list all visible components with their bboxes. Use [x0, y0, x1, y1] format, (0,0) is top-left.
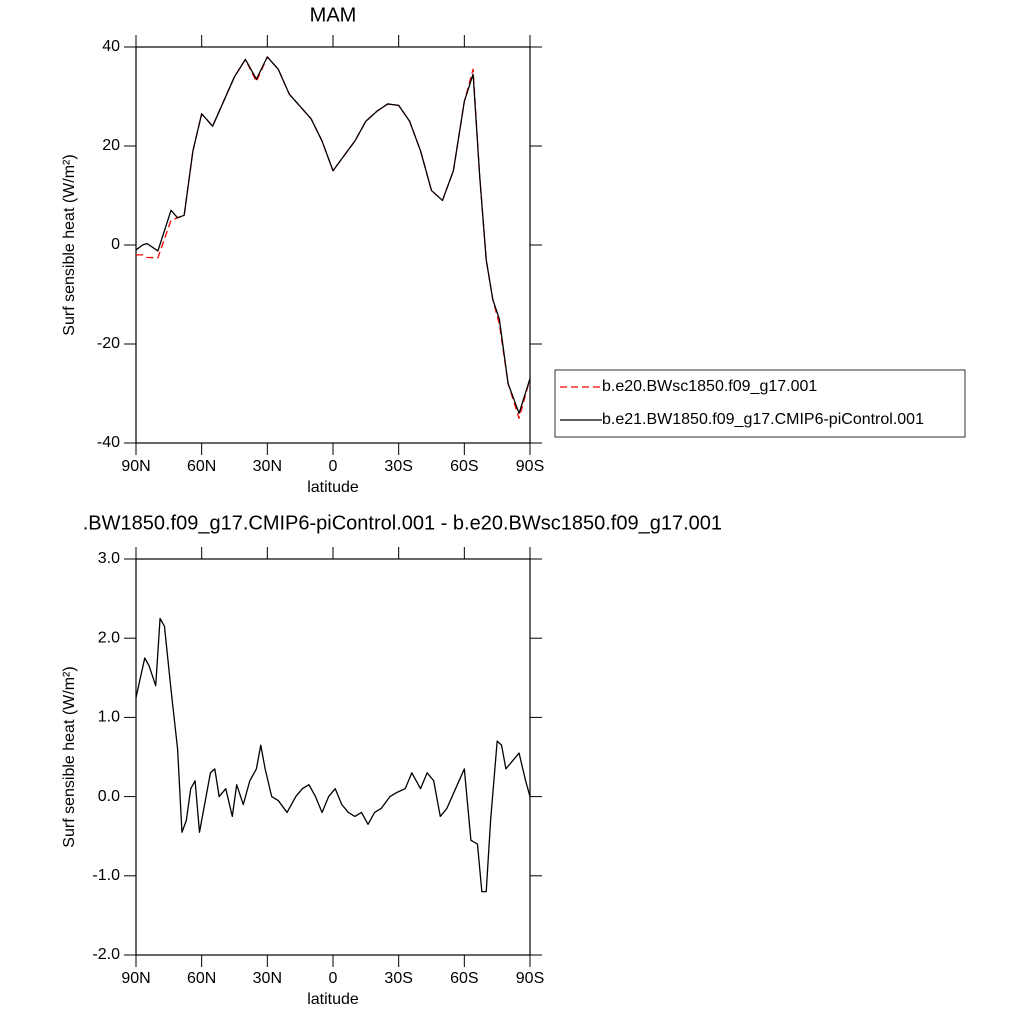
y-tick-label: 0: [111, 236, 120, 253]
y-tick-label: -2.0: [92, 946, 120, 963]
plot-frame: [135, 46, 531, 444]
chart-title: .BW1850.f09_g17.CMIP6-piControl.001 - b.…: [83, 512, 722, 534]
x-axis-label: latitude: [307, 991, 359, 1008]
x-tick-label: 0: [329, 970, 338, 987]
y-axis-label: Surf sensible heat (W/m²): [61, 154, 78, 335]
x-tick-label: 60S: [450, 458, 478, 475]
y-tick-label: 40: [102, 38, 120, 55]
legend-box: [554, 369, 966, 438]
y-tick-label: 1.0: [98, 709, 120, 726]
x-tick-label: 0: [329, 458, 338, 475]
x-tick-label: 90S: [516, 458, 544, 475]
y-axis-label: Surf sensible heat (W/m²): [61, 666, 78, 847]
y-tick-label: 2.0: [98, 629, 120, 646]
y-tick-label: 20: [102, 137, 120, 154]
x-tick-label: 30S: [384, 970, 412, 987]
x-tick-label: 30N: [253, 970, 282, 987]
x-tick-label: 60N: [187, 458, 216, 475]
x-tick-label: 30N: [253, 458, 282, 475]
x-tick-label: 90N: [121, 458, 150, 475]
x-tick-label: 30S: [384, 458, 412, 475]
x-tick-label: 60S: [450, 970, 478, 987]
x-tick-label: 90N: [121, 970, 150, 987]
x-tick-label: 60N: [187, 970, 216, 987]
series-line: [135, 617, 531, 893]
y-tick-label: -1.0: [92, 867, 120, 884]
legend-label: b.e21.BW1850.f09_g17.CMIP6-piControl.001: [602, 411, 924, 428]
plot-frame: [135, 558, 531, 956]
chart-title: MAM: [310, 4, 357, 26]
legend-label: b.e20.BWsc1850.f09_g17.001: [602, 378, 817, 395]
x-tick-label: 90S: [516, 970, 544, 987]
series-line: [136, 56, 531, 419]
y-tick-label: -20: [97, 335, 120, 352]
y-tick-label: 3.0: [98, 550, 120, 567]
series-line: [135, 56, 531, 414]
y-tick-label: 0.0: [98, 788, 120, 805]
y-tick-label: -40: [97, 434, 120, 451]
x-axis-label: latitude: [307, 479, 359, 496]
